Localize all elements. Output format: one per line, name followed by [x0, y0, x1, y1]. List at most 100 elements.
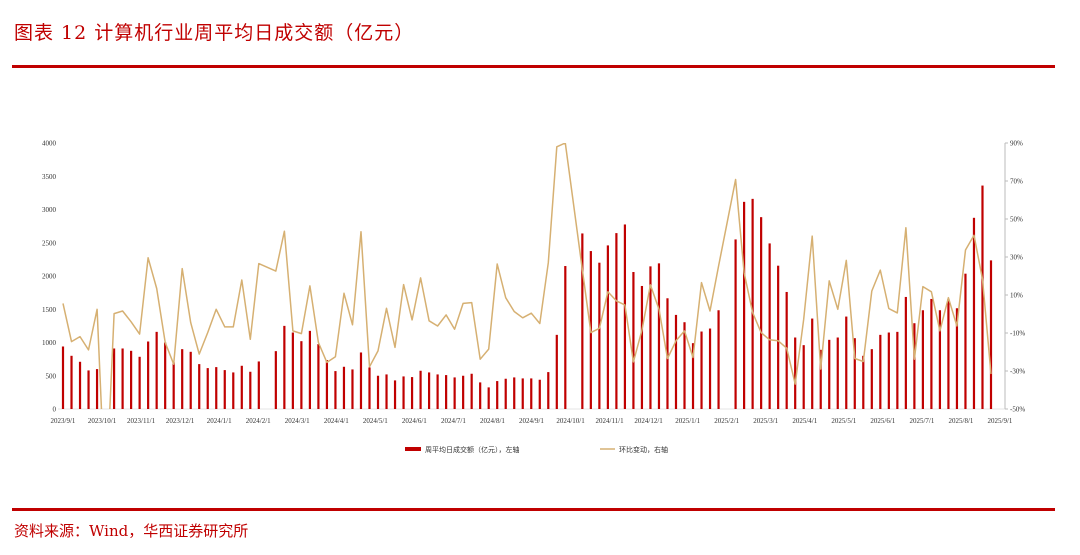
bar — [777, 265, 780, 409]
x-tick-label: 2024/6/1 — [402, 417, 427, 425]
left-axis: 0 500 1000 1500 2000 2500 3000 3500 4000 — [42, 140, 57, 414]
bar — [419, 370, 422, 409]
bar — [240, 365, 243, 409]
bar — [564, 266, 567, 409]
x-tick-label: 2025/5/1 — [831, 417, 856, 425]
bar — [913, 323, 916, 409]
bar — [717, 310, 720, 409]
left-tick-label: 4000 — [42, 140, 57, 148]
right-tick-label: -10% — [1010, 330, 1025, 338]
x-tick-label: 2024/7/1 — [441, 417, 466, 425]
bar — [155, 331, 158, 409]
bar — [760, 217, 763, 409]
x-tick-label: 2025/2/1 — [714, 417, 739, 425]
bar — [138, 356, 141, 409]
x-tick-label: 2023/9/1 — [51, 417, 76, 425]
bar-series — [61, 185, 993, 409]
bar — [223, 370, 226, 409]
left-tick-label: 500 — [46, 372, 57, 380]
bar — [802, 345, 805, 409]
bar — [640, 285, 644, 409]
bar — [95, 369, 99, 409]
bar — [487, 387, 490, 409]
bar — [598, 262, 601, 409]
bar — [130, 350, 133, 409]
bar — [657, 263, 661, 409]
bar — [325, 360, 329, 409]
bar — [496, 381, 499, 409]
bar — [436, 374, 439, 409]
bar — [632, 272, 635, 409]
bar — [376, 375, 380, 409]
bar — [649, 266, 652, 409]
bar — [555, 334, 558, 409]
x-axis: 2023/9/1 2023/10/1 2023/11/1 2023/12/1 2024/… — [51, 417, 1013, 425]
line-series — [62, 143, 992, 409]
left-tick-label: 0 — [53, 406, 57, 414]
bar — [385, 374, 388, 409]
bar — [862, 355, 865, 409]
bar — [470, 373, 473, 409]
bar — [121, 348, 124, 409]
bar — [206, 368, 209, 409]
left-tick-label: 3000 — [42, 206, 57, 214]
bar — [904, 296, 907, 409]
legend-line-label: 环比变动，右轴 — [619, 445, 668, 454]
bar — [453, 377, 456, 409]
bar — [921, 310, 924, 409]
right-tick-label: 50% — [1010, 216, 1023, 224]
legend: 周平均日成交额（亿元），左轴 环比变动，右轴 — [405, 445, 668, 454]
bar — [615, 233, 618, 409]
figure-title: 图表 12 计算机行业周平均日成交额（亿元） — [14, 22, 415, 44]
bar — [308, 330, 311, 409]
bar — [70, 355, 73, 409]
bar — [743, 201, 746, 409]
top-rule — [12, 65, 1055, 68]
bar — [521, 378, 524, 409]
x-tick-label: 2025/1/1 — [675, 417, 700, 425]
left-tick-label: 2000 — [42, 273, 57, 281]
bar — [981, 185, 984, 409]
x-tick-label: 2024/1/1 — [207, 417, 232, 425]
x-tick-label: 2025/4/1 — [792, 417, 817, 425]
bar — [402, 376, 405, 409]
bar — [164, 342, 167, 409]
bar — [215, 367, 218, 409]
bottom-rule — [12, 508, 1055, 511]
bar — [249, 371, 252, 409]
left-tick-label: 1500 — [42, 306, 57, 314]
bar — [879, 334, 882, 409]
x-tick-label: 2024/3/1 — [285, 417, 310, 425]
bar — [368, 367, 371, 409]
x-tick-label: 2025/8/1 — [949, 417, 974, 425]
line-path — [62, 143, 992, 409]
bar — [61, 346, 65, 409]
x-tick-label: 2024/8/1 — [480, 417, 505, 425]
bar — [623, 224, 627, 409]
bar — [581, 233, 584, 409]
bar — [751, 198, 754, 409]
x-tick-label: 2024/11/1 — [596, 417, 625, 425]
bar — [538, 379, 541, 409]
bar — [964, 273, 967, 409]
bar — [410, 377, 414, 409]
right-tick-label: 70% — [1010, 178, 1023, 186]
bar — [257, 361, 260, 409]
legend-bar-label: 周平均日成交额（亿元），左轴 — [425, 445, 520, 454]
right-tick-label: 90% — [1010, 140, 1023, 148]
bar — [972, 217, 976, 409]
bar — [393, 380, 397, 409]
bar — [794, 337, 797, 409]
bar — [274, 351, 277, 409]
bar — [232, 372, 235, 409]
bar — [955, 308, 959, 409]
bar — [708, 328, 712, 409]
bar — [845, 316, 848, 409]
bar — [359, 352, 363, 409]
bar — [836, 337, 839, 409]
bar — [172, 362, 175, 409]
x-tick-label: 2024/9/1 — [519, 417, 544, 425]
bar — [938, 310, 942, 409]
bar — [351, 369, 354, 409]
